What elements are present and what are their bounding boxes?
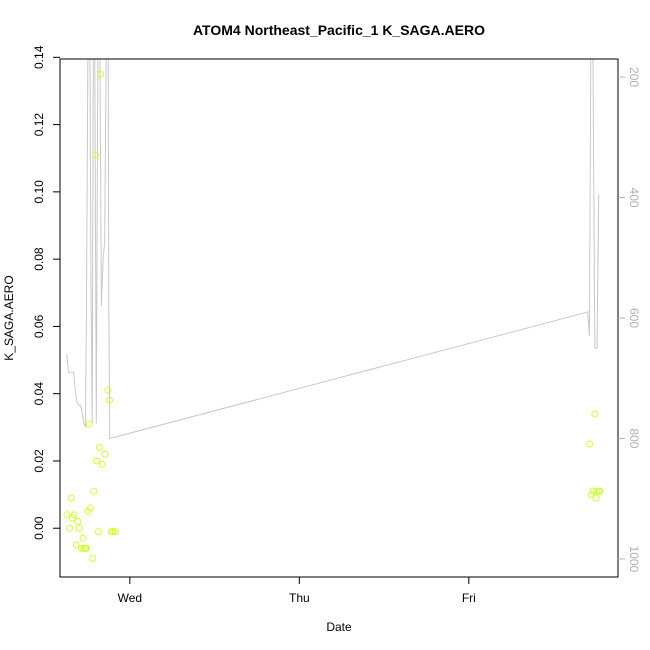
data-point	[111, 528, 119, 536]
y-tick-label: 0.10	[32, 180, 46, 204]
series-points-group	[63, 70, 604, 562]
y-tick-label: 0.04	[32, 382, 46, 406]
x-axis-label: Date	[326, 620, 352, 634]
right-y-tick-label: 1000	[627, 546, 641, 573]
data-point	[586, 440, 594, 448]
y-tick-label: 0.00	[32, 516, 46, 540]
data-point	[109, 528, 117, 536]
data-point	[74, 518, 82, 525]
data-point	[67, 494, 75, 502]
data-point	[89, 555, 97, 562]
data-point	[75, 524, 83, 532]
plot-frame	[59, 58, 619, 578]
data-point	[98, 460, 106, 468]
right-y-tick-label: 600	[627, 308, 641, 328]
data-point	[66, 524, 73, 532]
series-line-group	[66, 59, 600, 440]
y-tick-label: 0.02	[32, 449, 46, 473]
y-tick-label: 0.06	[32, 314, 46, 338]
data-point	[85, 420, 93, 428]
data-point	[587, 491, 595, 499]
data-point	[596, 487, 604, 495]
data-point	[68, 514, 76, 522]
y-tick-label: 0.12	[32, 113, 46, 137]
data-point	[63, 511, 71, 519]
data-point	[87, 504, 94, 512]
data-point	[96, 444, 103, 451]
data-point	[77, 544, 85, 552]
data-point	[106, 396, 113, 404]
y-tick-label: 0.08	[32, 247, 46, 271]
data-point	[104, 386, 112, 394]
data-point	[97, 70, 105, 78]
data-point	[592, 494, 600, 502]
data-point	[90, 487, 98, 495]
x-tick-label: Thu	[289, 591, 310, 605]
data-point	[79, 534, 87, 542]
series-line	[66, 59, 600, 440]
y-tick-label: 0.14	[32, 45, 46, 69]
x-tick-label: Fri	[462, 591, 476, 605]
data-point	[591, 410, 599, 418]
data-point	[94, 528, 102, 536]
axes-group: 0.00 0.02 0.04 0.06 0.08 0.10 0.12 0.14 200 400 60…	[32, 45, 641, 605]
right-y-tick-label: 800	[627, 428, 641, 448]
right-y-tick-label: 200	[627, 67, 641, 87]
data-point	[82, 544, 90, 552]
data-point	[72, 541, 80, 549]
data-point	[101, 450, 109, 458]
data-point	[92, 151, 100, 159]
right-y-tick-label: 400	[627, 188, 641, 208]
data-point	[70, 511, 78, 519]
chart-title: ATOM4 Northeast_Pacific_1 K_SAGA.AERO	[193, 22, 485, 38]
data-point	[93, 457, 101, 465]
x-tick-label: Wed	[118, 591, 142, 605]
y-axis-label: K_SAGA.AERO	[2, 275, 16, 360]
